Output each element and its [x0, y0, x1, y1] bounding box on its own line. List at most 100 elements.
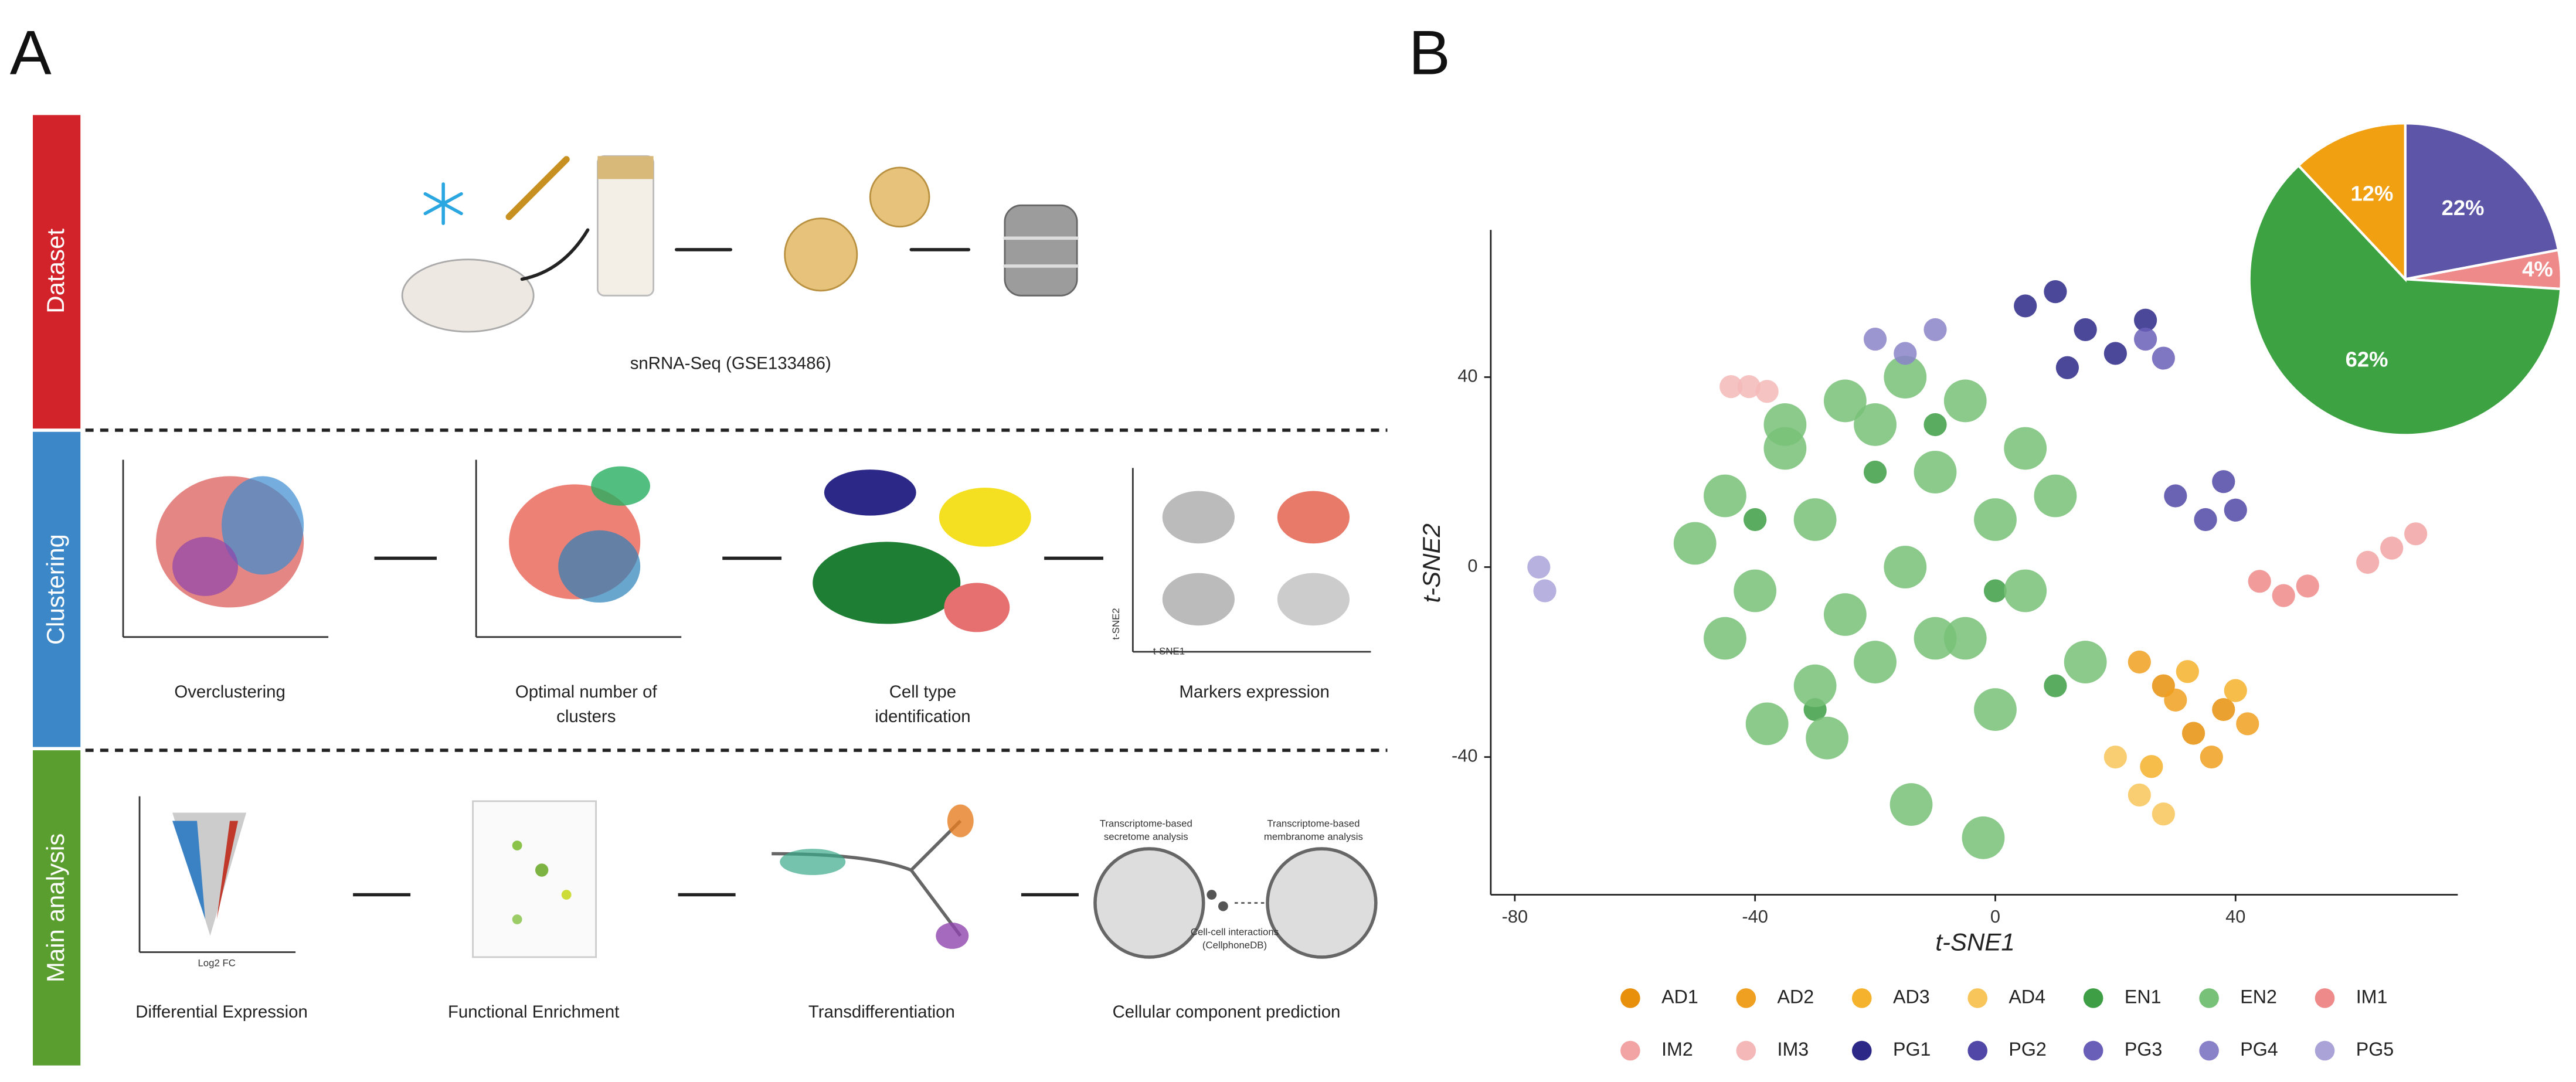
- point: [1793, 498, 1837, 541]
- step-caption: Optimal number of: [515, 682, 658, 702]
- point: [2248, 570, 2271, 593]
- point: [1737, 375, 1761, 399]
- legend-label: EN1: [2125, 986, 2162, 1007]
- step-caption: snRNA-Seq (GSE133486): [630, 354, 831, 373]
- note: Cell-cell interactions: [1191, 926, 1279, 937]
- pie-label: 12%: [2351, 181, 2394, 205]
- legend-label: AD1: [1661, 986, 1698, 1007]
- step-caption: Markers expression: [1179, 682, 1329, 702]
- legend-swatch: [1967, 988, 1988, 1008]
- legend-swatch: [2199, 1040, 2219, 1061]
- note: membranome analysis: [1264, 831, 1363, 842]
- legend-label: PG5: [2356, 1039, 2394, 1060]
- point: [1894, 342, 1917, 365]
- y-axis-title: t-SNE2: [1418, 523, 1445, 603]
- point: [2164, 688, 2187, 712]
- point: [2152, 802, 2175, 826]
- point: [1673, 522, 1717, 565]
- point: [2380, 536, 2404, 560]
- point: [2212, 697, 2235, 722]
- legend-label: AD4: [2009, 986, 2045, 1007]
- point: [1823, 379, 1867, 423]
- point: [1914, 451, 1957, 494]
- x-axis-title: t-SNE1: [1935, 928, 2014, 956]
- row-title: Main analysis: [42, 833, 69, 982]
- point: [1793, 664, 1837, 707]
- point: [1755, 380, 1779, 403]
- point: [2356, 550, 2380, 574]
- point: [2055, 356, 2079, 379]
- legend-swatch: [1620, 988, 1640, 1008]
- point: [2044, 280, 2067, 304]
- point: [2194, 508, 2217, 532]
- step-caption: clusters: [556, 707, 616, 726]
- x-tick-label: 0: [1990, 906, 2000, 927]
- point: [1734, 569, 1777, 613]
- point: [2044, 674, 2067, 697]
- point: [2004, 427, 2047, 470]
- point: [1806, 716, 1849, 760]
- point: [2140, 755, 2163, 778]
- point: [1704, 474, 1746, 518]
- point: [1923, 318, 1947, 342]
- point: [1923, 413, 1947, 437]
- point: [1914, 617, 1957, 660]
- note: Transcriptome-based: [1267, 818, 1360, 829]
- point: [2103, 342, 2127, 365]
- point: [1974, 688, 2017, 731]
- point: [2181, 722, 2205, 745]
- point: [2224, 679, 2247, 702]
- point: [2014, 294, 2037, 318]
- step-caption: Transdifferentiation: [808, 1002, 955, 1022]
- point: [2064, 641, 2107, 683]
- legend-swatch: [1620, 1040, 1640, 1061]
- step-caption: Cell type: [889, 682, 956, 702]
- step-caption: identification: [875, 707, 970, 726]
- point: [1943, 617, 1987, 660]
- legend-swatch: [2315, 1040, 2335, 1061]
- point: [2074, 318, 2097, 342]
- legend-label: IM1: [2356, 986, 2388, 1007]
- clustering-icons: [122, 460, 1371, 653]
- point: [1863, 460, 1887, 484]
- legend-swatch: [1851, 988, 1872, 1008]
- panel-label: A: [10, 18, 52, 87]
- point: [2272, 584, 2295, 607]
- point: [1854, 641, 1897, 683]
- legend-swatch: [2083, 1040, 2103, 1061]
- legend-swatch: [2083, 988, 2103, 1008]
- pie-slice: [2404, 122, 2560, 281]
- y-tick-label: -40: [1452, 746, 1478, 766]
- note: (CellphoneDB): [1202, 940, 1267, 951]
- row-bar: [33, 115, 81, 429]
- point: [2236, 712, 2259, 736]
- point: [1974, 498, 2017, 541]
- point: [1744, 508, 1767, 532]
- row-bar: [33, 431, 81, 747]
- x-tick-label: 40: [2225, 906, 2245, 927]
- legend-swatch: [1736, 988, 1756, 1008]
- x-tick-label: -80: [1502, 906, 1528, 927]
- legend-label: IM2: [1661, 1039, 1693, 1060]
- point: [1823, 593, 1867, 636]
- step-caption: Cellular component prediction: [1113, 1002, 1341, 1022]
- pie-label: 4%: [2522, 257, 2553, 281]
- legend-swatch: [2199, 988, 2219, 1008]
- row-bar: [33, 750, 81, 1066]
- axis-note: Log2 FC: [198, 958, 235, 969]
- y-tick-label: 40: [1457, 366, 1477, 386]
- point: [1854, 403, 1897, 446]
- point: [1704, 617, 1746, 660]
- point: [1943, 379, 1987, 423]
- step-caption: Functional Enrichment: [448, 1002, 619, 1022]
- legend-label: PG2: [2009, 1039, 2046, 1060]
- point: [1983, 579, 2007, 603]
- point: [2164, 484, 2187, 508]
- point: [2404, 522, 2428, 546]
- point: [2034, 474, 2077, 518]
- point: [2004, 569, 2047, 613]
- point: [2134, 328, 2157, 351]
- legend-label: PG1: [1893, 1039, 1931, 1060]
- point: [1719, 375, 1743, 399]
